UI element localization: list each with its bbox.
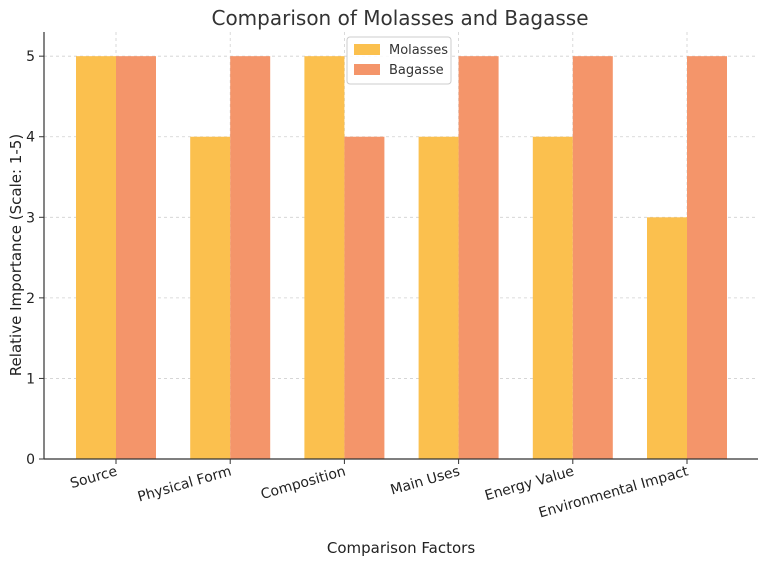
bars	[76, 56, 727, 460]
legend-label-bagasse: Bagasse	[389, 63, 444, 78]
y-tick-label: 0	[26, 452, 35, 468]
y-axis-label: Relative Importance (Scale: 1-5)	[7, 134, 25, 376]
chart-title: Comparison of Molasses and Bagasse	[211, 6, 588, 30]
bar-bagasse-composition	[344, 136, 385, 460]
bar-bagasse-energy-value	[572, 56, 613, 460]
y-tick-label: 4	[26, 130, 35, 146]
bar-molasses-source	[76, 56, 116, 460]
x-ticks: Source Physical Form Composition Main Uses E…	[68, 459, 691, 521]
bar-molasses-environmental-impact	[647, 217, 687, 459]
x-axis-label: Comparison Factors	[327, 539, 475, 557]
x-tick-label: Main Uses	[389, 463, 462, 498]
bar-molasses-physical-form	[190, 136, 231, 460]
bar-bagasse-physical-form	[230, 56, 271, 460]
y-tick-label: 5	[26, 49, 35, 65]
x-tick-label: Composition	[259, 463, 347, 502]
y-tick-label: 1	[26, 371, 35, 387]
bar-molasses-energy-value	[532, 136, 573, 460]
bar-bagasse-source	[116, 56, 156, 460]
legend-swatch-bagasse	[354, 64, 380, 75]
y-ticks: 0 1 2 3 4 5	[26, 49, 44, 468]
bar-bagasse-main-uses	[458, 56, 499, 460]
y-tick-label: 3	[26, 210, 35, 226]
axes	[43, 32, 758, 460]
legend-swatch-molasses	[354, 44, 380, 55]
bar-molasses-composition	[304, 56, 345, 460]
legend: Molasses Bagasse	[346, 36, 452, 85]
bar-bagasse-environmental-impact	[687, 56, 727, 460]
x-tick-label: Source	[68, 463, 119, 492]
x-tick-label: Physical Form	[136, 463, 233, 505]
bar-molasses-main-uses	[418, 136, 459, 460]
y-tick-label: 2	[26, 291, 35, 307]
legend-label-molasses: Molasses	[389, 43, 448, 58]
